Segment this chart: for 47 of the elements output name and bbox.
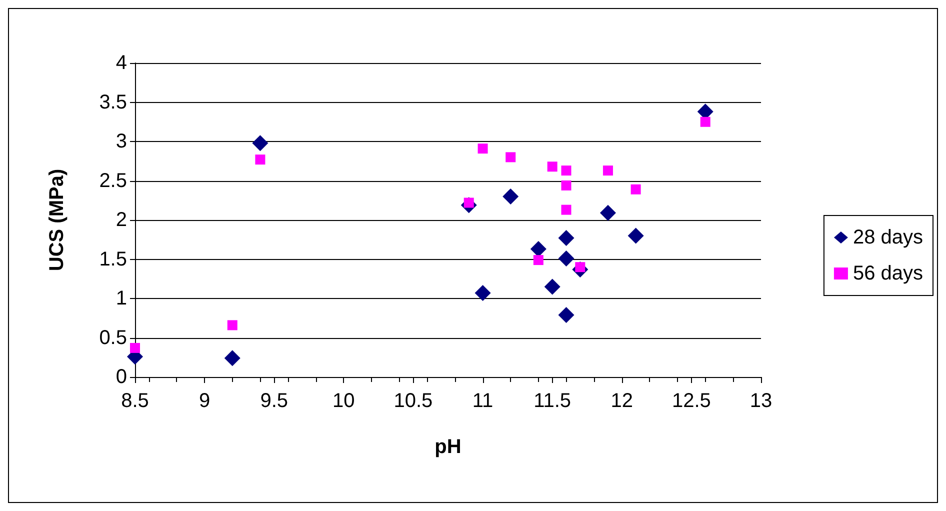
y-tick-label: 1.5 <box>99 248 127 270</box>
point <box>474 285 491 302</box>
point <box>561 166 572 176</box>
y-tick-label: 0 <box>116 366 127 388</box>
x-tick-label: 8.5 <box>121 390 149 412</box>
legend-label: 56 days <box>852 262 924 284</box>
x-tick-label: 10 <box>332 390 355 412</box>
point <box>561 180 572 190</box>
x-tick-label: 12.5 <box>672 390 711 412</box>
x-tick-label: 13 <box>750 390 772 412</box>
point <box>602 166 613 176</box>
point <box>478 144 488 154</box>
point <box>533 255 544 266</box>
point <box>558 250 574 266</box>
y-tick-label: 4 <box>116 52 127 74</box>
x-axis-title: pH <box>434 436 462 458</box>
point <box>547 162 558 172</box>
point <box>506 152 516 162</box>
legend-label: 28 days <box>852 226 924 248</box>
point <box>224 350 240 366</box>
point <box>130 342 140 353</box>
x-tick-label: 11.5 <box>534 390 572 412</box>
point <box>255 154 266 165</box>
y-tick-label: 3.5 <box>99 91 127 114</box>
x-tick-label: 9.5 <box>260 390 288 412</box>
y-tick-label: 2.5 <box>99 170 127 192</box>
point <box>227 320 238 330</box>
point <box>544 278 560 295</box>
point <box>561 204 572 215</box>
x-tick-label: 10.5 <box>394 390 433 412</box>
point <box>558 306 574 323</box>
point <box>252 135 268 152</box>
point <box>628 228 644 244</box>
y-tick-label: 1 <box>116 288 127 310</box>
x-tick-label: 12 <box>610 390 634 412</box>
x-tick-label: 9 <box>198 390 210 412</box>
y-tick-label: 0.5 <box>99 326 127 349</box>
point <box>700 116 710 127</box>
point <box>600 204 616 221</box>
y-axis-title: UCS (MPa) <box>46 168 68 272</box>
y-tick-label: 2 <box>116 209 127 231</box>
point <box>630 184 641 194</box>
point <box>530 241 546 258</box>
point <box>502 188 519 204</box>
x-tick-label: 11 <box>472 390 494 412</box>
y-tick-label: 3 <box>116 130 127 152</box>
point <box>558 230 574 246</box>
